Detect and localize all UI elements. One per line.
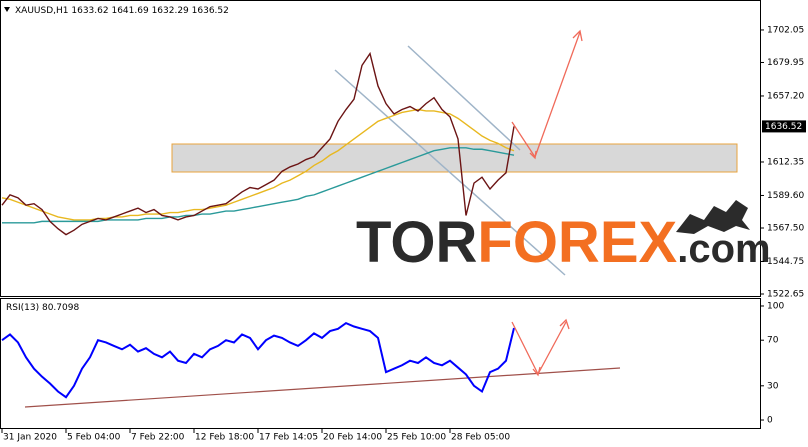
channel-line-lower	[334, 69, 566, 276]
price-panel-frame	[0, 0, 761, 297]
last-price-label: 1636.52	[765, 122, 802, 132]
y-tick-label: 1522.65	[767, 290, 804, 300]
series-line	[1, 108, 515, 221]
arrow-head	[559, 318, 570, 330]
x-tick-label: 31 Jan 2020	[3, 433, 57, 443]
watermark: TORFOREX.com	[356, 200, 771, 275]
watermark-com: .com	[677, 227, 770, 271]
watermark-forex: FOREX	[477, 210, 677, 275]
series-line	[2, 147, 515, 224]
y-tick-label: 1679.95	[767, 58, 804, 68]
y-tick-label: 70	[767, 336, 779, 346]
header-triangle	[4, 7, 10, 12]
x-tick-label: 12 Feb 18:00	[195, 433, 254, 443]
rsi-value: 80.7098	[42, 303, 79, 313]
arrow-head	[572, 29, 583, 42]
x-tick-label: 17 Feb 14:05	[259, 433, 318, 443]
y-tick-label: 100	[767, 301, 784, 311]
rsi-panel-frame	[0, 298, 761, 429]
y-tick-label: 0	[767, 416, 773, 426]
y-tick-label: 30	[767, 381, 779, 391]
y-tick-label: 1612.35	[767, 157, 804, 167]
ohlc-high: 1641.69	[111, 6, 148, 16]
ohlc-open: 1633.62	[71, 6, 108, 16]
series-line	[1, 321, 515, 399]
symbol: XAUUSD,H1	[15, 6, 69, 16]
arrow-head	[529, 150, 537, 160]
support-zone	[171, 143, 738, 173]
bull-logo	[676, 200, 750, 234]
rsi-trend-line	[24, 367, 621, 408]
y-tick-label: 1567.50	[767, 223, 804, 233]
watermark-tor: TOR	[356, 210, 477, 275]
channel-line-upper	[407, 45, 521, 151]
y-tick-label: 1544.75	[767, 257, 804, 267]
x-tick-label: 20 Feb 14:00	[323, 433, 382, 443]
x-tick-label: 5 Feb 04:00	[67, 433, 121, 443]
last-price-box	[762, 120, 806, 133]
rsi-header: RSI(13) 80.7098	[6, 303, 79, 313]
y-tick-label: 1657.20	[767, 91, 804, 101]
ohlc-low: 1632.29	[152, 6, 189, 16]
x-tick-label: 28 Feb 05:00	[451, 433, 510, 443]
chart-header: XAUUSD,H1 1633.62 1641.69 1632.29 1636.5…	[15, 6, 229, 16]
rsi-name: RSI(13)	[6, 303, 39, 313]
series-line	[1, 51, 515, 236]
x-tick-label: 7 Feb 22:00	[131, 433, 185, 443]
y-tick-label: 1702.05	[767, 25, 804, 35]
x-tick-label: 25 Feb 10:00	[387, 433, 446, 443]
watermark-text: TORFOREX.com	[356, 210, 771, 275]
ohlc-close: 1636.52	[192, 6, 229, 16]
forecast-arrows	[511, 29, 583, 377]
y-tick-label: 1589.60	[767, 191, 804, 201]
arrow-head	[532, 366, 541, 377]
